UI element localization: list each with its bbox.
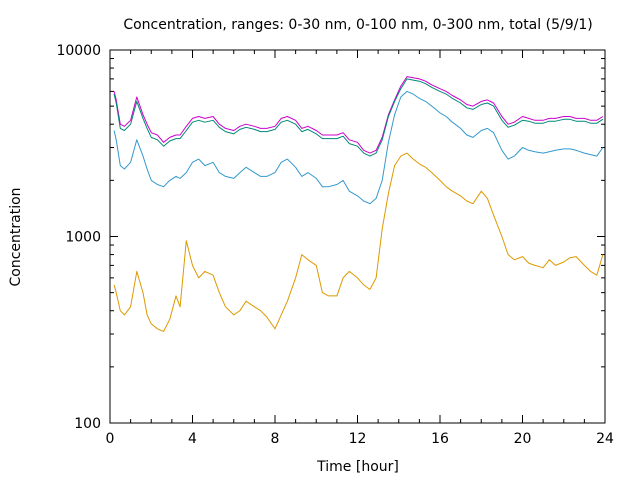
- x-tick-label: 12: [349, 431, 367, 447]
- x-tick-label: 8: [271, 431, 280, 447]
- x-tick-label: 20: [514, 431, 532, 447]
- y-tick-label: 100: [74, 416, 101, 432]
- axis-ticks: 0 4 8 12 16 20 24 100 1000 10000: [56, 43, 614, 447]
- y-tick-label: 1000: [65, 230, 101, 246]
- x-axis-label: Time [hour]: [316, 459, 399, 475]
- chart-title: Concentration, ranges: 0-30 nm, 0-100 nm…: [123, 17, 592, 33]
- x-tick-label: 0: [106, 431, 115, 447]
- x-tick-label: 16: [431, 431, 449, 447]
- series-line-2: [113, 78, 604, 157]
- series-line-4: [113, 152, 604, 332]
- plot-frame: [109, 49, 606, 424]
- y-axis-label: Concentration: [8, 187, 24, 286]
- y-tick-label: 10000: [56, 43, 101, 59]
- series-line-1: [113, 76, 604, 154]
- series-line-3: [113, 90, 604, 205]
- x-tick-label: 4: [188, 431, 197, 447]
- series-layer: [113, 76, 604, 332]
- x-tick-label: 24: [596, 431, 614, 447]
